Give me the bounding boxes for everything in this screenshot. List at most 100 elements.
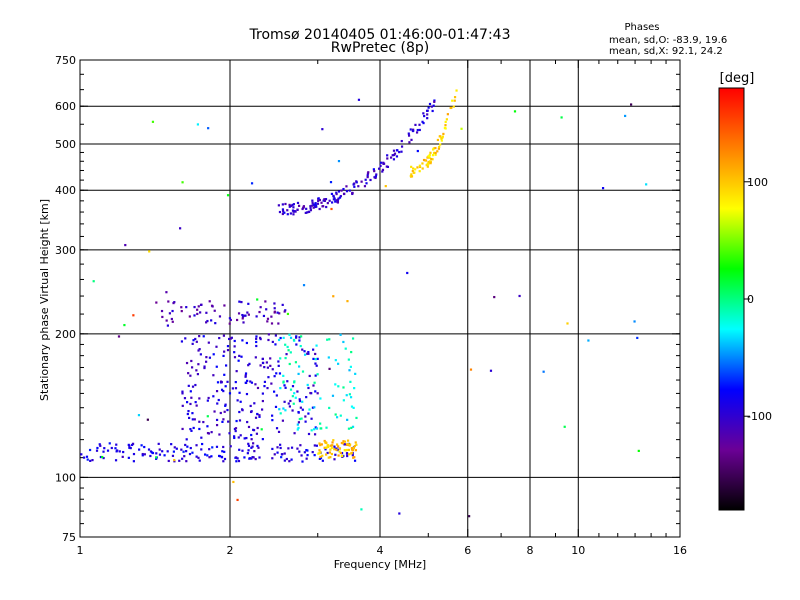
echo-point <box>223 450 226 453</box>
echo-point <box>288 362 291 366</box>
colorbar-label: [deg] <box>720 71 755 86</box>
echo-point <box>344 443 347 446</box>
echo-point <box>190 429 193 432</box>
echo-point <box>218 433 221 436</box>
echo-point <box>269 364 272 367</box>
echo-point <box>151 120 155 123</box>
echo-point <box>288 205 291 208</box>
echo-point <box>493 295 496 299</box>
echo-point <box>328 199 331 202</box>
echo-point <box>203 365 206 368</box>
echo-point <box>82 456 86 459</box>
echo-point <box>333 458 336 461</box>
echo-point <box>352 456 355 459</box>
echo-point <box>131 443 134 447</box>
echo-point <box>636 336 639 340</box>
echo-point <box>212 395 215 398</box>
echo-point <box>297 365 301 368</box>
echo-point <box>259 336 262 339</box>
x-tick-label: 1 <box>77 544 84 557</box>
echo-point <box>342 386 345 389</box>
echo-point <box>341 454 344 457</box>
echo-point <box>228 432 231 435</box>
echo-point <box>296 428 299 431</box>
echo-point <box>320 201 323 204</box>
echo-point <box>258 415 261 418</box>
echo-point <box>254 457 257 461</box>
echo-point <box>307 412 310 415</box>
echo-point <box>241 339 244 342</box>
echo-point <box>245 392 249 396</box>
echo-point <box>215 418 219 422</box>
echo-point <box>414 168 417 171</box>
echo-point <box>207 341 210 344</box>
echo-point <box>279 357 282 360</box>
echo-point <box>240 300 243 304</box>
echo-point <box>301 408 304 411</box>
echo-point <box>343 440 347 443</box>
echo-point <box>208 300 211 303</box>
echo-point <box>206 399 209 402</box>
echo-point <box>444 120 447 124</box>
echo-point <box>222 418 225 421</box>
echo-point <box>279 387 282 390</box>
echo-point <box>266 320 269 323</box>
echo-point <box>216 402 219 405</box>
echo-point <box>430 157 433 161</box>
echo-point <box>355 416 358 420</box>
echo-point <box>247 442 250 445</box>
echo-point <box>323 439 326 443</box>
echo-point <box>192 339 195 342</box>
echo-point <box>246 452 249 455</box>
echo-point <box>277 364 280 367</box>
colorbar <box>718 87 745 511</box>
echo-point <box>513 110 517 113</box>
echo-point <box>190 396 193 399</box>
echo-point <box>330 446 333 450</box>
echo-point <box>415 131 419 134</box>
echo-point <box>261 361 265 365</box>
echo-point <box>312 204 315 207</box>
echo-point <box>282 381 285 384</box>
echo-point <box>284 409 287 412</box>
echo-point <box>276 451 279 454</box>
echo-point <box>195 444 198 447</box>
echo-point <box>254 383 257 386</box>
echo-point <box>220 455 224 459</box>
echo-point <box>279 336 282 340</box>
echo-point <box>346 418 349 421</box>
echo-point <box>287 349 290 352</box>
echo-point <box>223 410 226 413</box>
echo-point <box>282 210 285 213</box>
echo-point <box>211 305 214 308</box>
echo-point <box>351 454 354 457</box>
echo-point <box>208 356 212 359</box>
echo-point <box>195 340 198 343</box>
echo-point <box>256 386 260 390</box>
echo-point <box>349 380 352 383</box>
echo-point <box>286 213 289 216</box>
echo-point <box>560 116 563 119</box>
echo-point <box>316 373 319 376</box>
echo-point <box>166 324 169 327</box>
echo-point <box>350 447 353 450</box>
echo-point <box>279 443 282 446</box>
echo-point <box>343 449 346 452</box>
echo-point <box>409 174 412 178</box>
colorbar-tick-label: 0 <box>747 293 754 306</box>
x-tick-label: 2 <box>227 544 234 557</box>
echo-point <box>279 446 282 450</box>
echo-point <box>346 454 349 458</box>
stats-heading: Phases <box>624 22 659 33</box>
echo-point <box>261 392 264 395</box>
echo-point <box>296 390 299 393</box>
echo-point <box>331 201 334 204</box>
data-points <box>80 89 648 518</box>
echo-point <box>332 194 335 197</box>
echo-point <box>256 444 259 448</box>
echo-point <box>278 312 281 315</box>
echo-point <box>229 318 232 322</box>
echo-point <box>328 338 331 341</box>
echo-point <box>247 302 250 305</box>
echo-point <box>241 315 245 318</box>
